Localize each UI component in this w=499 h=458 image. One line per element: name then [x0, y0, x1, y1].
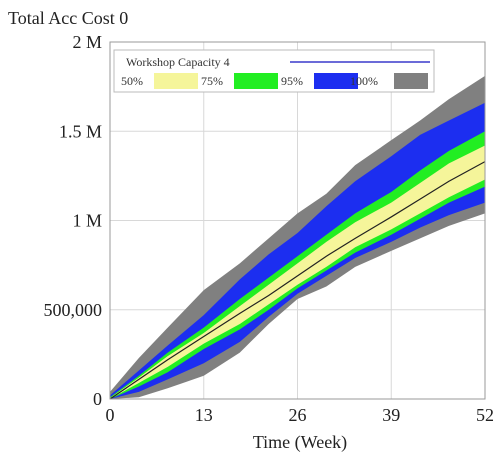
- y-tick-label: 1.5 M: [59, 121, 102, 141]
- x-axis-title: Time (Week): [253, 432, 347, 453]
- series-line-workshop-capacity-4: [109, 161, 486, 400]
- ticks-layer: 0 13 26 39 52 0 500,000 1 M 1.5 M 2 M: [44, 32, 495, 425]
- plot-frame: [109, 41, 486, 400]
- y-tick-label: 2 M: [72, 32, 102, 52]
- legend-band-label-50: 50%: [121, 74, 143, 88]
- legend-band-label-75: 75%: [201, 74, 223, 88]
- legend-band-label-100: 100%: [350, 74, 378, 88]
- legend-band-swatch-95: [314, 73, 358, 89]
- x-tick-label: 52: [476, 405, 494, 425]
- legend-band-swatch-75: [234, 73, 278, 89]
- y-tick-label: 500,000: [44, 300, 103, 320]
- y-tick-label: 1 M: [72, 211, 102, 231]
- y-tick-label: 0: [93, 389, 102, 409]
- chart-title: Total Acc Cost 0: [8, 8, 128, 28]
- band-95pct: [110, 102, 485, 399]
- bands-layer: [110, 75, 485, 399]
- line-layer: [109, 161, 486, 400]
- legend-band-swatch-100: [394, 73, 428, 89]
- legend-band-label-95: 95%: [281, 74, 303, 88]
- x-tick-label: 26: [289, 405, 307, 425]
- legend-band-swatch-50: [154, 73, 198, 89]
- band-50pct: [110, 145, 485, 399]
- legend-line-label: Workshop Capacity 4: [126, 55, 230, 69]
- legend: Workshop Capacity 4 50% 75% 95% 100%: [113, 49, 435, 93]
- x-tick-label: 0: [106, 405, 115, 425]
- x-tick-label: 39: [382, 405, 400, 425]
- x-tick-label: 13: [195, 405, 213, 425]
